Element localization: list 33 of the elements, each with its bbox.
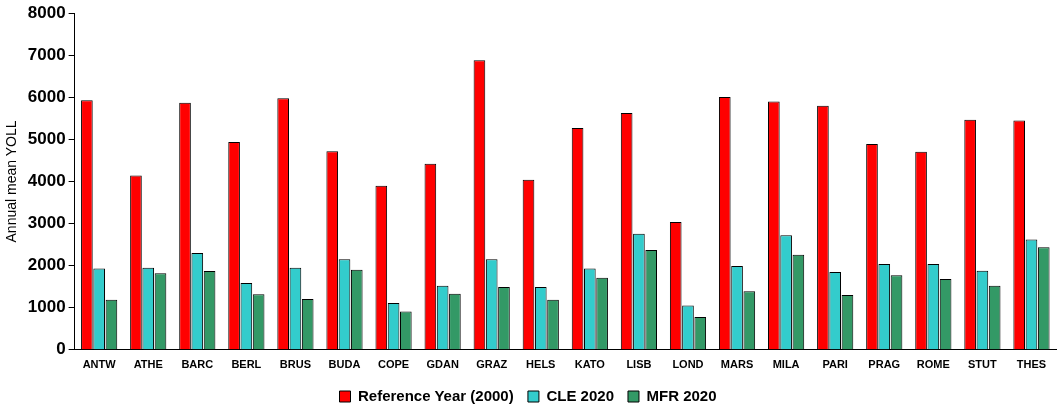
x-tick-label: COPE	[377, 358, 410, 371]
legend-label: MFR 2020	[646, 386, 717, 404]
x-tick-label: BARC	[181, 358, 214, 371]
x-tick-label: GDAN	[426, 358, 459, 371]
legend-label: Reference Year (2000)	[358, 386, 514, 404]
y-tick-label: 2000	[27, 255, 66, 275]
y-tick-label: 8000	[27, 2, 66, 22]
x-tick-label: ANTW	[82, 358, 117, 371]
y-tick-label: 4000	[27, 171, 66, 191]
x-tick-label: MARS	[720, 358, 754, 371]
y-tick-label: 6000	[27, 87, 66, 107]
x-tick-label: PARI	[822, 358, 848, 371]
y-tick-label: 0	[56, 339, 66, 359]
x-tick-label: HELS	[526, 358, 556, 371]
x-tick-label: LISB	[626, 358, 652, 371]
y-tick-label: 1000	[27, 297, 66, 317]
x-tick-label: BERL	[231, 358, 262, 371]
x-tick-label: ATHE	[133, 358, 163, 371]
x-tick-label: STUT	[968, 358, 998, 371]
y-axis-title: Annual mean YOLL	[3, 120, 20, 243]
x-tick-label: BUDA	[328, 358, 361, 371]
x-tick-label: BRUS	[279, 358, 312, 371]
y-tick-label: 5000	[27, 129, 66, 149]
x-tick-label: PRAG	[868, 358, 901, 371]
legend-label: CLE 2020	[546, 386, 614, 404]
x-tick-label: KATO	[574, 358, 606, 371]
y-tick-label: 7000	[27, 44, 66, 64]
x-tick-label: LOND	[672, 358, 704, 371]
x-tick-label: GRAZ	[476, 358, 508, 371]
x-tick-label: ROME	[916, 358, 950, 371]
x-tick-label: THES	[1016, 358, 1047, 371]
y-tick-label: 3000	[27, 213, 66, 233]
x-tick-label: MILA	[772, 358, 800, 371]
